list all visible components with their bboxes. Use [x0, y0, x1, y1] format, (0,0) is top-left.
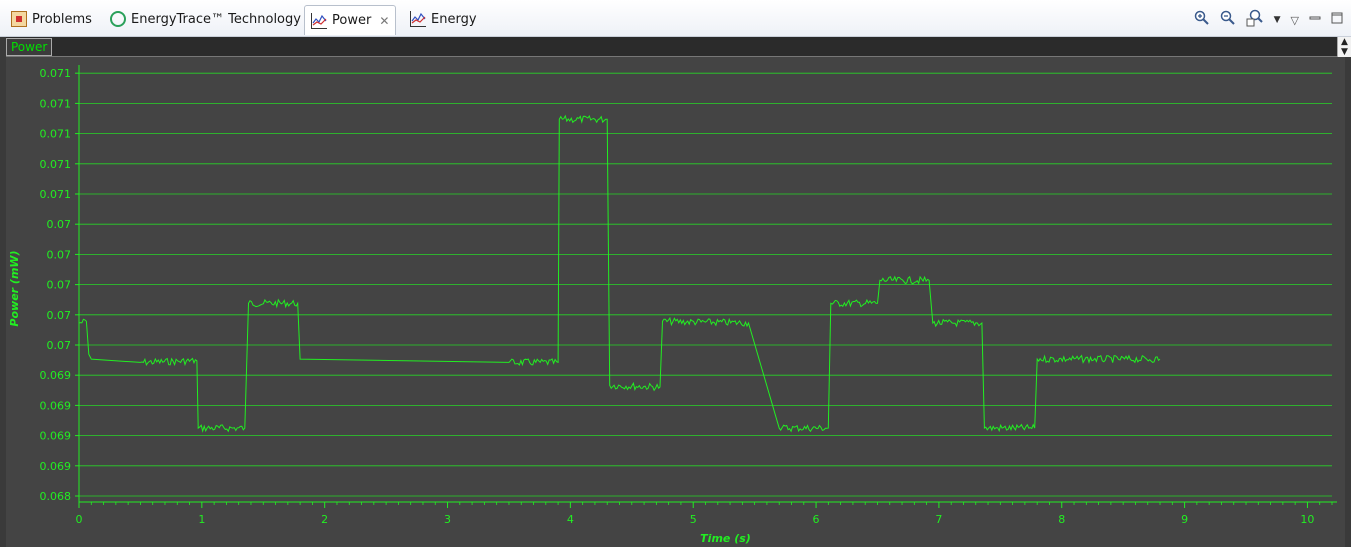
dropdown-icon[interactable]: ▼: [1273, 15, 1281, 25]
x-tick-label: 4: [567, 513, 574, 526]
tab-label: Power: [332, 13, 372, 28]
x-tick-label: 2: [321, 513, 328, 526]
y-tick-label: 0.071: [40, 128, 72, 141]
power-chart-svg: 0.068 0.069 0.069 0.069 0.069 0.07 0.07 0.07 0.0…: [8, 65, 1337, 545]
x-tick-label: 10: [1300, 513, 1314, 526]
x-tick-label: 8: [1058, 513, 1065, 526]
minimize-icon[interactable]: [1309, 12, 1321, 28]
chart-icon: [311, 12, 327, 29]
y-tick-label: 0.07: [47, 339, 72, 352]
y-tick-label: 0.07: [47, 279, 72, 292]
x-tick-label: 5: [690, 513, 697, 526]
energytrace-icon: [110, 11, 126, 27]
power-chart[interactable]: 0.068 0.069 0.069 0.069 0.069 0.07 0.07 0.07 0.0…: [6, 57, 1345, 547]
x-tick-label: 1: [198, 513, 205, 526]
chart-icon: [410, 11, 426, 27]
zoom-fit-icon[interactable]: [1246, 9, 1264, 31]
y-tick-label: 0.07: [47, 218, 72, 231]
y-tick-label: 0.07: [47, 248, 72, 261]
right-frame: [1345, 57, 1351, 547]
y-tick-label: 0.071: [40, 67, 72, 80]
y-tick-label: 0.068: [40, 490, 72, 503]
y-tick-label: 0.071: [40, 158, 72, 171]
zoom-out-icon[interactable]: [1220, 10, 1236, 30]
x-tick-label: 9: [1181, 513, 1188, 526]
view-menu-icon[interactable]: ▽: [1290, 13, 1299, 27]
x-axis-label: Time (s): [700, 532, 751, 545]
tab-label: Energy: [431, 11, 477, 27]
tab-label: EnergyTrace™ Technology: [131, 11, 301, 27]
close-icon[interactable]: ✕: [379, 13, 390, 28]
view-tab-bar: Problems EnergyTrace™ Technology Power ✕…: [0, 0, 1351, 37]
x-tick-label: 7: [935, 513, 942, 526]
tab-energy[interactable]: Energy: [410, 6, 477, 32]
zoom-in-icon[interactable]: [1194, 10, 1210, 30]
x-tick-label: 0: [76, 513, 83, 526]
y-tick-label: 0.069: [40, 460, 72, 473]
maximize-icon[interactable]: [1331, 12, 1343, 28]
chart-tab-bar: Power ▲ ▼: [0, 37, 1351, 57]
x-tick-label: 6: [813, 513, 820, 526]
view-toolbar: ▼ ▽: [1194, 9, 1343, 31]
y-tick-label: 0.069: [40, 369, 72, 382]
y-tick-label: 0.069: [40, 430, 72, 443]
y-tick-label: 0.071: [40, 97, 72, 110]
power-series-line: [78, 114, 1161, 433]
tab-problems[interactable]: Problems: [11, 6, 92, 32]
tab-label: Problems: [32, 11, 92, 27]
tab-power[interactable]: Power ✕: [304, 5, 397, 35]
y-tick-label: 0.071: [40, 188, 72, 201]
y-tick-label: 0.07: [47, 309, 72, 322]
x-tick-label: 3: [444, 513, 451, 526]
y-tick-label: 0.069: [40, 399, 72, 412]
scroll-arrows-icon[interactable]: ▲ ▼: [1337, 37, 1351, 57]
problems-icon: [11, 11, 27, 27]
chart-subtab-power[interactable]: Power: [6, 38, 53, 56]
y-axis-label: Power (mW): [8, 250, 21, 326]
tab-energytrace[interactable]: EnergyTrace™ Technology: [110, 6, 301, 32]
left-frame: [0, 37, 6, 547]
